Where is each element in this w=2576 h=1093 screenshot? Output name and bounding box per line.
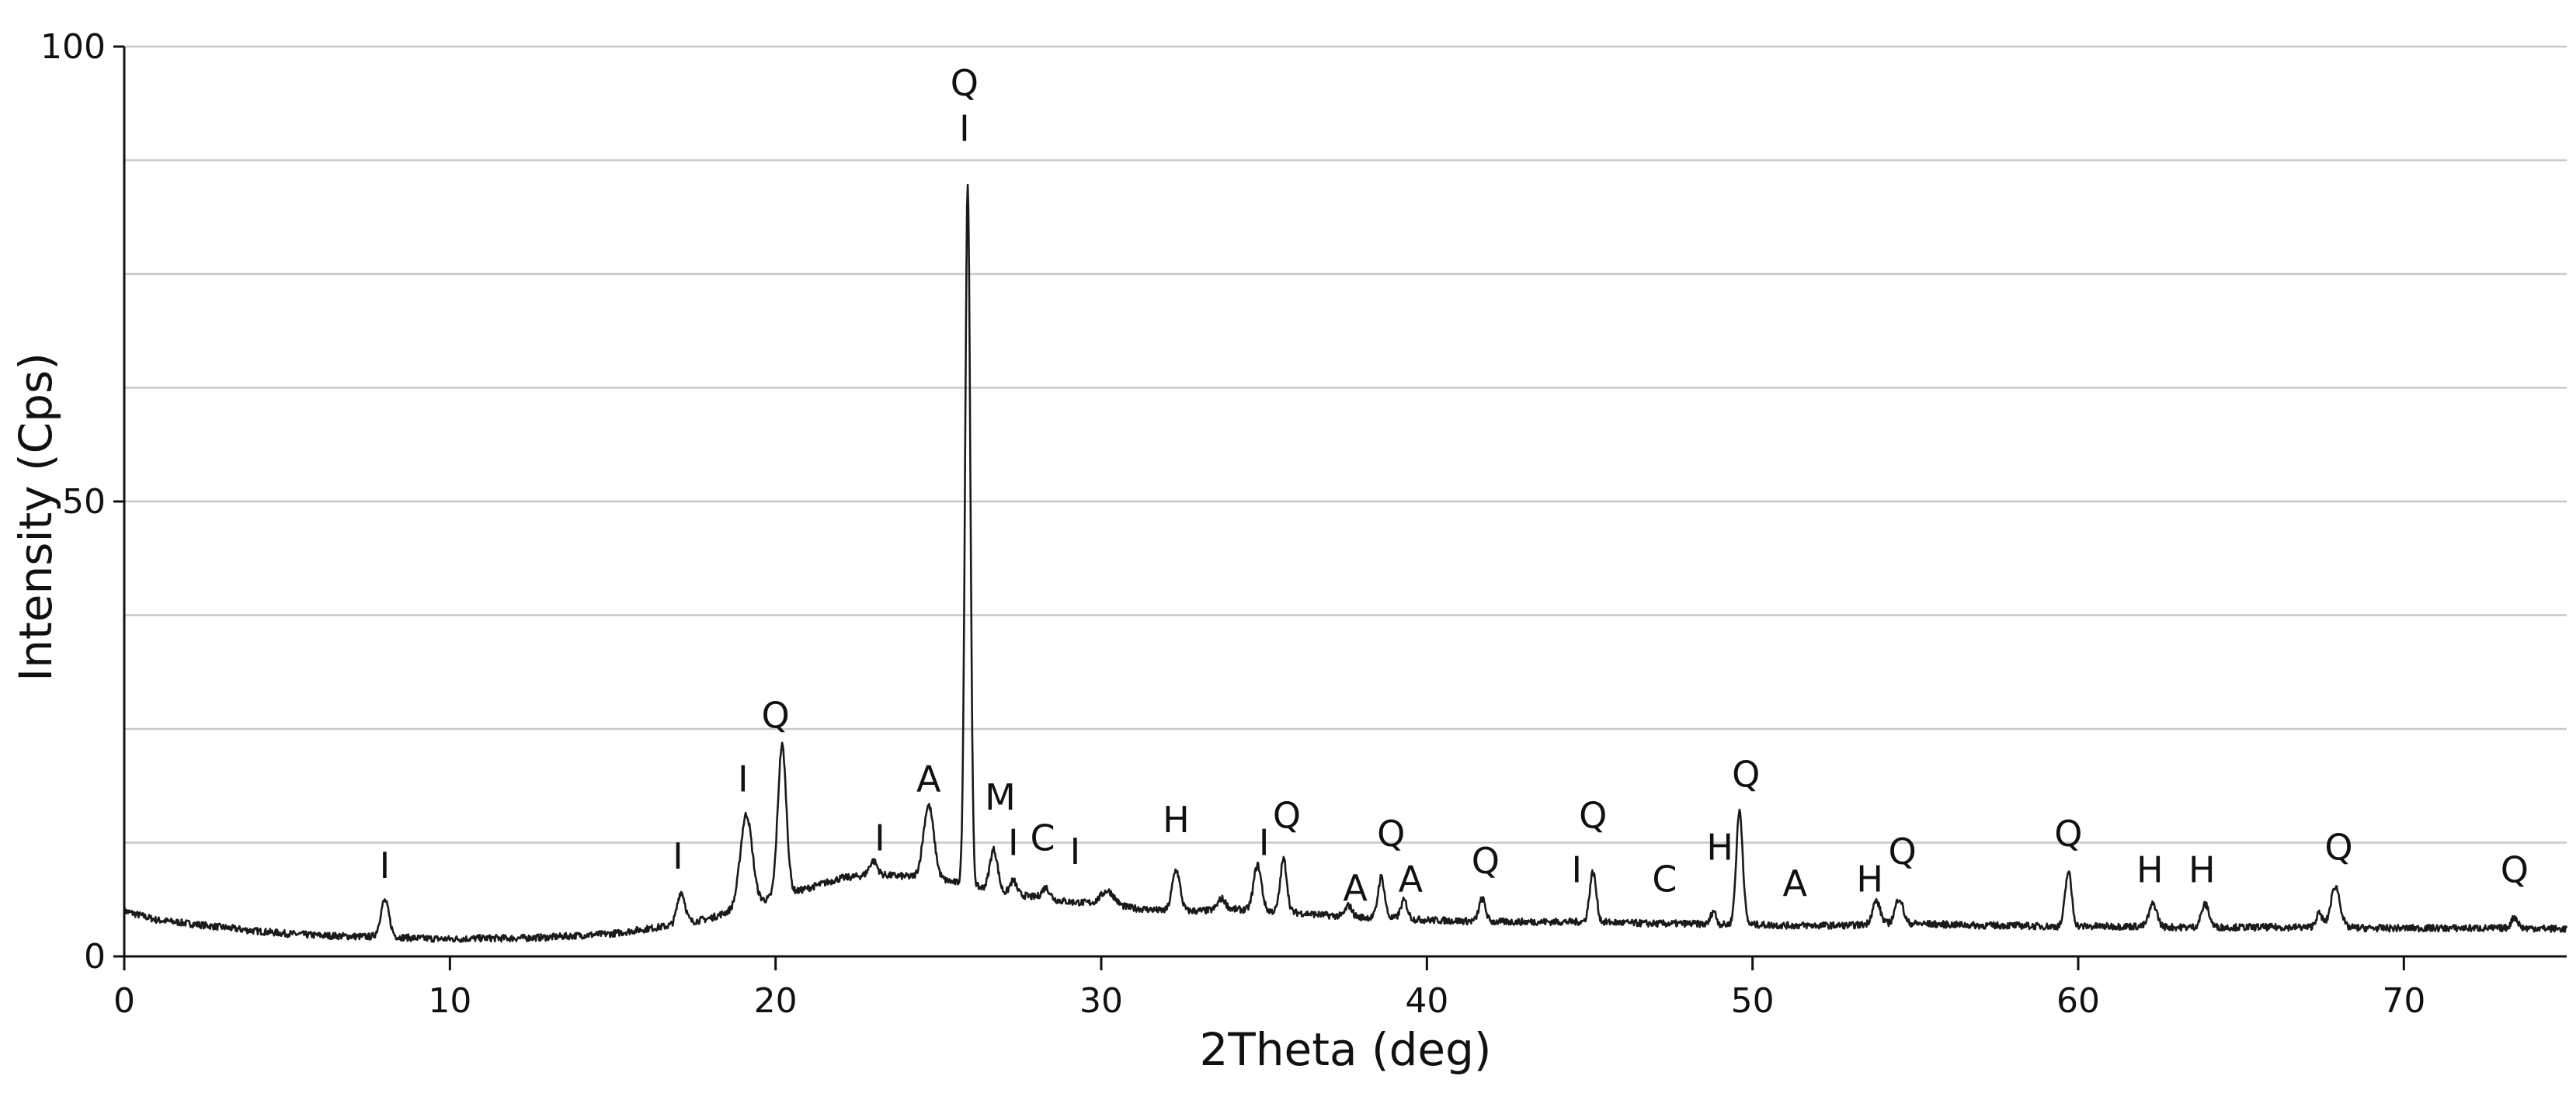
peak-label-15: A (1343, 867, 1368, 909)
peak-label-1: I (673, 835, 683, 877)
y-tick-label-100: 100 (40, 27, 106, 67)
peak-label-17: A (1399, 858, 1424, 900)
peak-label-20: Q (1579, 794, 1607, 836)
x-tick-label-70: 70 (2382, 981, 2425, 1021)
x-tick-label-10: 10 (428, 981, 471, 1021)
x-tick-label-50: 50 (1731, 981, 1775, 1021)
y-tick-labels: 0 50 100 (40, 27, 124, 977)
x-tick-label-40: 40 (1405, 981, 1448, 1021)
peak-label-19: I (1571, 849, 1582, 891)
peak-label-8: M (985, 776, 1016, 818)
y-tick-label-0: 0 (84, 937, 106, 977)
peak-label-6: Q (951, 62, 979, 104)
peak-label-4: I (874, 817, 885, 859)
x-tick-label-60: 60 (2056, 981, 2100, 1021)
peak-label-7: I (959, 107, 970, 149)
peak-label-10: C (1030, 817, 1055, 859)
peak-label-21: C (1652, 858, 1677, 900)
peak-label-29: H (2188, 849, 2216, 891)
y-axis-title: Intensity (Cps) (9, 352, 62, 682)
peak-label-31: Q (2501, 849, 2529, 891)
x-axis-title: 2Theta (deg) (1199, 1023, 1491, 1076)
intensity-curve-group (123, 183, 2568, 943)
peak-label-9: I (1008, 822, 1019, 864)
x-tick-label-20: 20 (754, 981, 798, 1021)
peak-label-12: H (1163, 799, 1190, 841)
peak-label-11: I (1070, 831, 1081, 873)
peak-label-14: Q (1273, 794, 1301, 836)
peak-label-25: H (1856, 858, 1883, 900)
peak-label-28: H (2136, 849, 2164, 891)
peak-label-30: Q (2324, 826, 2352, 868)
peak-label-23: Q (1732, 754, 1760, 796)
peak-label-26: Q (1888, 831, 1916, 873)
peak-label-16: Q (1377, 813, 1405, 855)
peak-label-2: I (738, 758, 749, 800)
peak-label-5: A (916, 758, 941, 800)
intensity-curve (123, 183, 2568, 943)
x-tick-labels: 0 10 20 30 40 50 60 70 (113, 956, 2425, 1021)
x-tick-label-0: 0 (113, 981, 135, 1021)
peak-label-27: Q (2054, 813, 2082, 855)
peak-label-22: H (1706, 826, 1733, 868)
peak-label-24: A (1782, 862, 1807, 904)
peak-label-18: Q (1472, 840, 1500, 882)
y-tick-label-50: 50 (62, 482, 106, 522)
x-tick-label-30: 30 (1079, 981, 1123, 1021)
peak-label-0: I (380, 845, 391, 887)
peak-label-3: Q (762, 694, 790, 736)
peak-label-13: I (1259, 822, 1270, 864)
grid-lines (124, 45, 2567, 958)
